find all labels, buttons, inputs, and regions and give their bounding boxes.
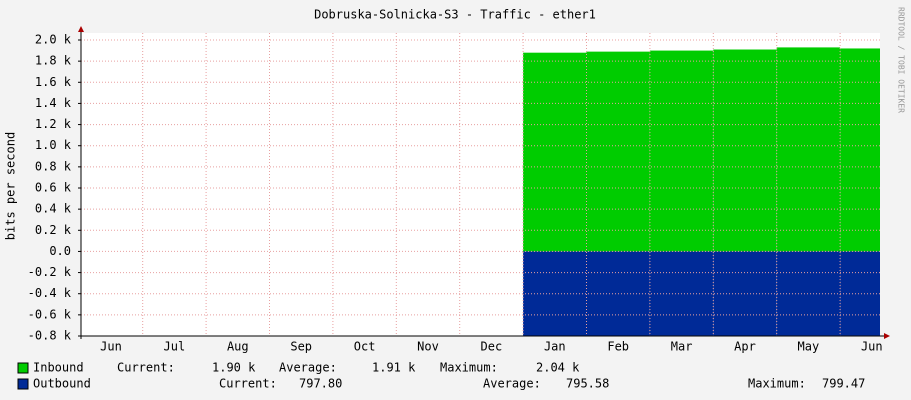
area-segment (776, 251, 841, 336)
legend-stat: Maximum: (748, 377, 806, 391)
y-tick-label: 2.0 k (35, 33, 72, 47)
x-tick-label: Oct (354, 340, 376, 354)
y-tick-label: 0.4 k (35, 202, 72, 216)
y-tick-label: -0.2 k (28, 265, 72, 279)
y-tick-label: 1.8 k (35, 54, 72, 68)
legend-stat: 795.58 (566, 377, 609, 391)
chart-title: Dobruska-Solnicka-S3 - Traffic - ether1 (314, 8, 596, 22)
area-segment (649, 50, 714, 252)
legend-label: Outbound (33, 377, 91, 391)
legend-swatch (17, 378, 29, 390)
y-tick-label: -0.8 k (28, 329, 72, 343)
y-axis-arrow (78, 26, 84, 32)
x-tick-label: Jun (861, 340, 883, 354)
y-tick-label: 0.8 k (35, 159, 72, 173)
y-tick-label: 1.6 k (35, 75, 72, 89)
area-segment (713, 49, 777, 252)
y-tick-label: 0.2 k (35, 223, 72, 237)
area-segment (523, 251, 587, 336)
y-tick-label: -0.4 k (28, 286, 72, 300)
legend-stat: Current: (219, 377, 277, 391)
x-tick-label: Nov (417, 340, 439, 354)
side-note: RRDTOOL / TOBI OETIKER (897, 7, 906, 113)
area-segment (776, 47, 841, 252)
legend-label: Inbound (33, 361, 84, 375)
legend-stat: Average: (279, 361, 337, 375)
legend-stat: Average: (483, 377, 541, 391)
y-tick-label: 1.2 k (35, 117, 72, 131)
x-tick-label: Jun (100, 340, 122, 354)
legend-stat: 2.04 k (536, 361, 580, 375)
y-tick-label: -0.6 k (28, 307, 72, 321)
legend-stat: 797.80 (299, 377, 342, 391)
x-tick-label: Dec (481, 340, 503, 354)
x-tick-label: Jan (544, 340, 566, 354)
x-tick-label: Jul (164, 340, 186, 354)
y-tick-label: 0.0 (49, 244, 71, 258)
area-segment (840, 48, 880, 252)
legend-swatch (17, 362, 29, 374)
legend-stat: 1.91 k (372, 361, 416, 375)
y-axis-label: bits per second (4, 132, 18, 240)
x-tick-label: Mar (671, 340, 693, 354)
x-tick-label: May (798, 340, 820, 354)
y-tick-label: 0.6 k (35, 181, 72, 195)
x-tick-label: Apr (734, 340, 756, 354)
x-tick-label: Feb (607, 340, 629, 354)
legend-stat: 1.90 k (212, 361, 256, 375)
y-tick-label: 1.4 k (35, 96, 72, 110)
legend-stat: 799.47 (822, 377, 865, 391)
area-segment (523, 52, 587, 252)
x-tick-label: Sep (290, 340, 312, 354)
y-tick-label: 1.0 k (35, 138, 72, 152)
x-tick-label: Aug (227, 340, 249, 354)
legend-stat: Current: (117, 361, 175, 375)
x-axis-arrow (884, 333, 890, 339)
legend-stat: Maximum: (440, 361, 498, 375)
area-segment (586, 51, 650, 252)
